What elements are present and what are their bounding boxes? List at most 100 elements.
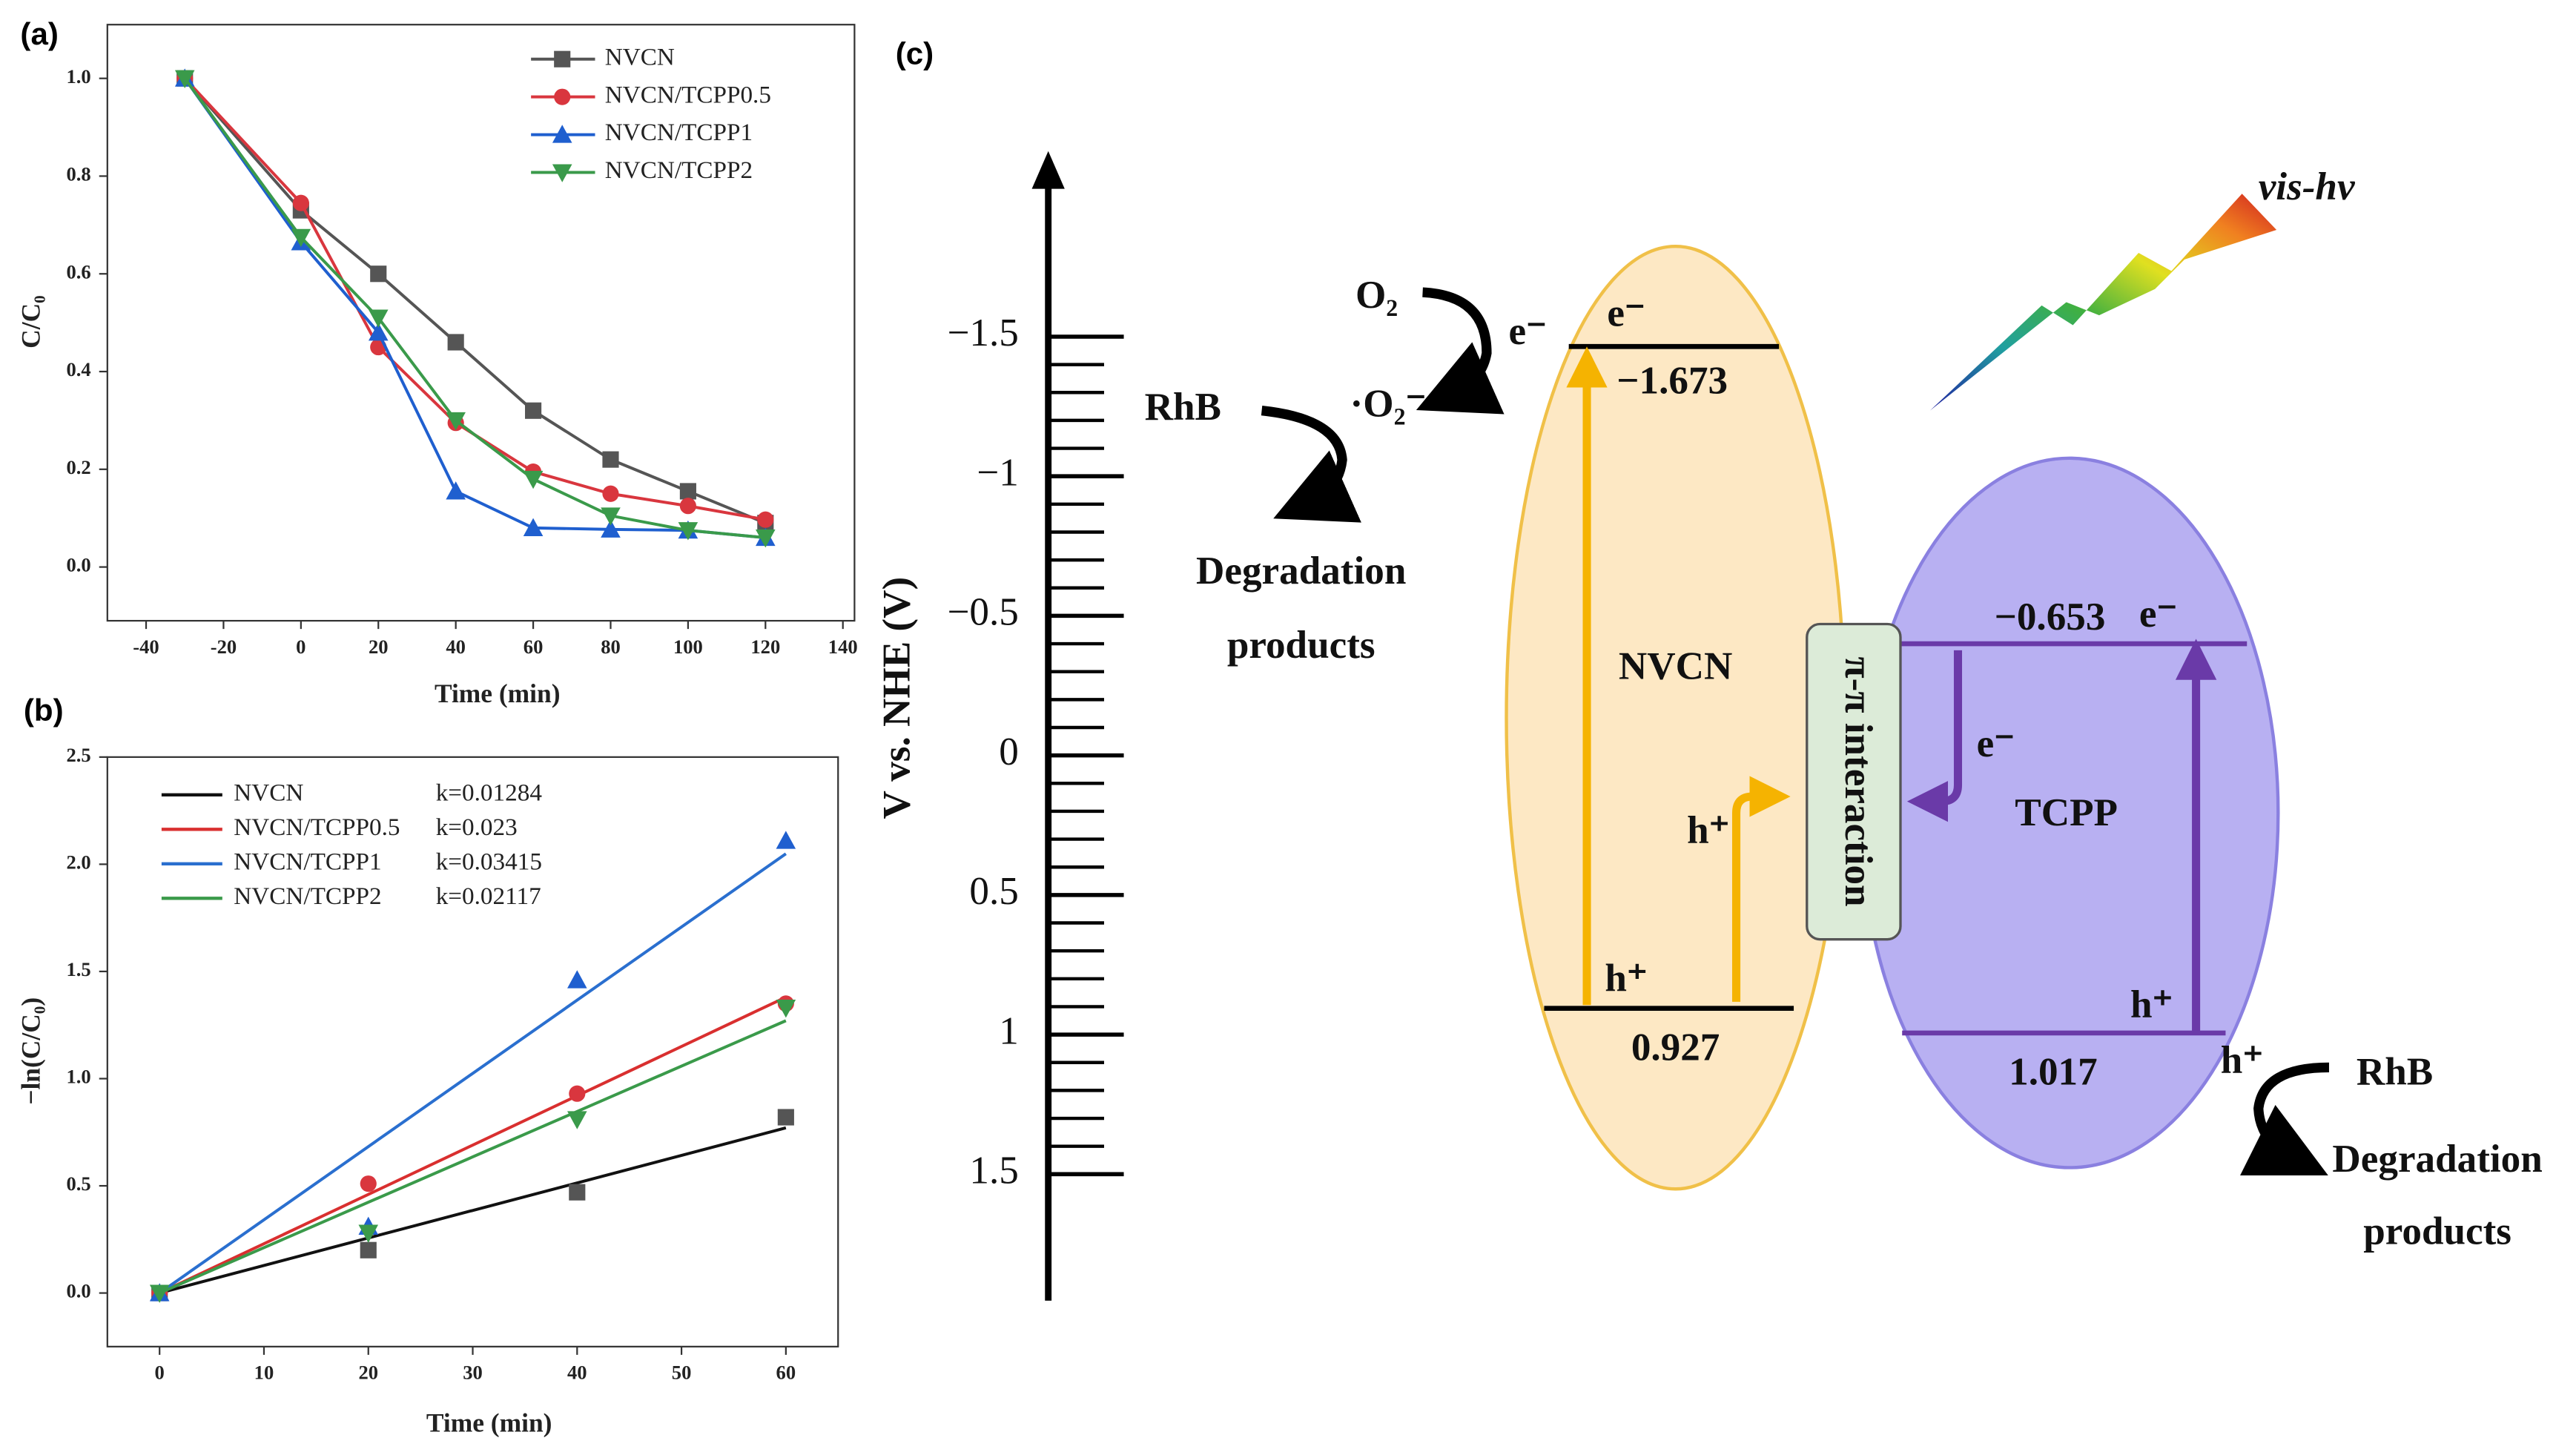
potential: −0.653 bbox=[1995, 595, 2106, 639]
marker bbox=[569, 1184, 586, 1201]
tick-label: 0.5 bbox=[969, 870, 1018, 913]
curved-arrow bbox=[2239, 1062, 2329, 1175]
label: h⁺ bbox=[2221, 1039, 2264, 1082]
y-tick-label: 1.0 bbox=[66, 65, 90, 88]
fit-line bbox=[159, 1019, 787, 1295]
marker bbox=[601, 507, 621, 526]
fit-line bbox=[159, 1126, 787, 1295]
x-tick-label: 40 bbox=[567, 1362, 587, 1384]
tick-label: 1 bbox=[999, 1009, 1019, 1052]
label: O₂ bbox=[1355, 274, 1398, 317]
label: e⁻ bbox=[2139, 593, 2178, 636]
series-line bbox=[183, 77, 766, 540]
marker bbox=[292, 194, 309, 211]
panel-label: (c) bbox=[896, 36, 934, 70]
x-tick-label: 0 bbox=[296, 636, 306, 658]
y-tick-label: 0.6 bbox=[66, 260, 90, 283]
y-axis-label: −ln(C/C₀) bbox=[16, 997, 45, 1105]
x-tick-label: 10 bbox=[254, 1362, 274, 1384]
label: h⁺ bbox=[2130, 983, 2173, 1026]
label: ·O₂⁻ bbox=[1350, 382, 1427, 425]
marker bbox=[360, 1175, 377, 1192]
x-axis-label: Time (min) bbox=[435, 679, 561, 708]
marker bbox=[360, 1241, 377, 1258]
label: h⁺ bbox=[1605, 957, 1648, 1000]
y-tick-label: 0.8 bbox=[66, 163, 90, 185]
marker bbox=[446, 481, 466, 500]
marker bbox=[174, 70, 195, 88]
tick-label: −0.5 bbox=[947, 591, 1018, 634]
panel-label: (b) bbox=[24, 693, 64, 728]
marker bbox=[525, 402, 542, 419]
marker bbox=[368, 323, 389, 341]
x-tick-label: 50 bbox=[672, 1362, 692, 1384]
label: products bbox=[2363, 1210, 2511, 1253]
y-tick-label: 0.0 bbox=[66, 1280, 90, 1302]
legend-label: NVCN/TCPP0.5 bbox=[234, 814, 400, 841]
marker bbox=[523, 518, 544, 536]
marker bbox=[554, 50, 571, 67]
marker bbox=[678, 522, 699, 541]
label: h⁺ bbox=[1687, 809, 1730, 852]
potential: −1.673 bbox=[1616, 359, 1728, 402]
marker bbox=[370, 265, 387, 283]
label: RhB bbox=[2357, 1051, 2433, 1094]
y-tick-label: 0.5 bbox=[66, 1172, 90, 1195]
fit-line bbox=[159, 852, 787, 1295]
x-tick-label: 60 bbox=[776, 1362, 796, 1384]
x-tick-label: 0 bbox=[155, 1362, 165, 1384]
energy-ticks: −1.5 −1 −0.5 0 0.5 1 1.5 bbox=[947, 311, 1124, 1192]
y-tick-label: 0.2 bbox=[66, 456, 90, 478]
x-tick-label: 100 bbox=[673, 636, 703, 658]
fit-label: k=0.023 bbox=[436, 814, 518, 841]
plot-frame bbox=[106, 24, 856, 622]
marker bbox=[602, 485, 619, 502]
label: e⁻ bbox=[1508, 310, 1547, 353]
legend-label: NVCN/TCPP1 bbox=[605, 119, 753, 146]
marker bbox=[552, 164, 572, 182]
marker bbox=[358, 1224, 379, 1243]
light-label: vis-hv bbox=[2259, 165, 2356, 208]
series-line bbox=[183, 77, 766, 540]
x-tick-label: 20 bbox=[369, 636, 389, 658]
marker bbox=[569, 1085, 586, 1102]
panel-label: (a) bbox=[20, 16, 58, 51]
marker bbox=[567, 1111, 587, 1129]
legend-label: NVCN/TCPP1 bbox=[234, 848, 381, 875]
x-tick-label: 40 bbox=[446, 636, 466, 658]
interaction-box bbox=[1806, 622, 1902, 941]
label: TCPP bbox=[2015, 791, 2118, 834]
label: NVCN bbox=[1619, 645, 1732, 688]
marker bbox=[447, 334, 464, 351]
panel-a: (a) -40 -20 0 20 40 60 80 100 120 140 0.0 0.2 0.4 0.6 0… bbox=[16, 16, 857, 708]
y-tick-label: 1.0 bbox=[66, 1066, 90, 1088]
marker bbox=[756, 529, 776, 548]
fit-label: k=0.01284 bbox=[436, 779, 543, 806]
fit-label: k=0.02117 bbox=[436, 882, 541, 910]
curved-arrow bbox=[1261, 406, 1361, 523]
x-tick-label: 30 bbox=[463, 1362, 483, 1384]
legend-label: NVCN bbox=[234, 779, 303, 806]
series-line bbox=[183, 77, 766, 521]
marker bbox=[601, 519, 621, 538]
legend-label: NVCN bbox=[605, 43, 675, 70]
y-axis-label: C/C₀ bbox=[16, 295, 45, 349]
plot-frame bbox=[106, 756, 839, 1347]
x-tick-label: -40 bbox=[133, 636, 159, 658]
marker bbox=[757, 511, 774, 528]
y-tick-label: 1.5 bbox=[66, 958, 90, 980]
potential: 0.927 bbox=[1631, 1026, 1720, 1069]
tick-label: −1.5 bbox=[947, 311, 1018, 354]
tick-label: 0 bbox=[999, 730, 1019, 773]
marker bbox=[679, 498, 696, 515]
y-tick-label: 0.0 bbox=[66, 554, 90, 576]
x-tick-label: 80 bbox=[601, 636, 621, 658]
panel-b: (b) 0 10 20 30 40 50 60 0.0 0.5 1.0 1.5 2.0 2.5 Time (… bbox=[16, 693, 839, 1437]
label: Degradation bbox=[1196, 550, 1406, 593]
panel-c: (c) V vs. NHE (V) −1.5 −1 −0.5 0 0.5 1 1.5 vis… bbox=[876, 36, 2543, 1301]
marker bbox=[523, 470, 544, 489]
marker bbox=[368, 309, 389, 328]
tick-label: 1.5 bbox=[969, 1149, 1018, 1192]
x-tick-label: 120 bbox=[750, 636, 780, 658]
